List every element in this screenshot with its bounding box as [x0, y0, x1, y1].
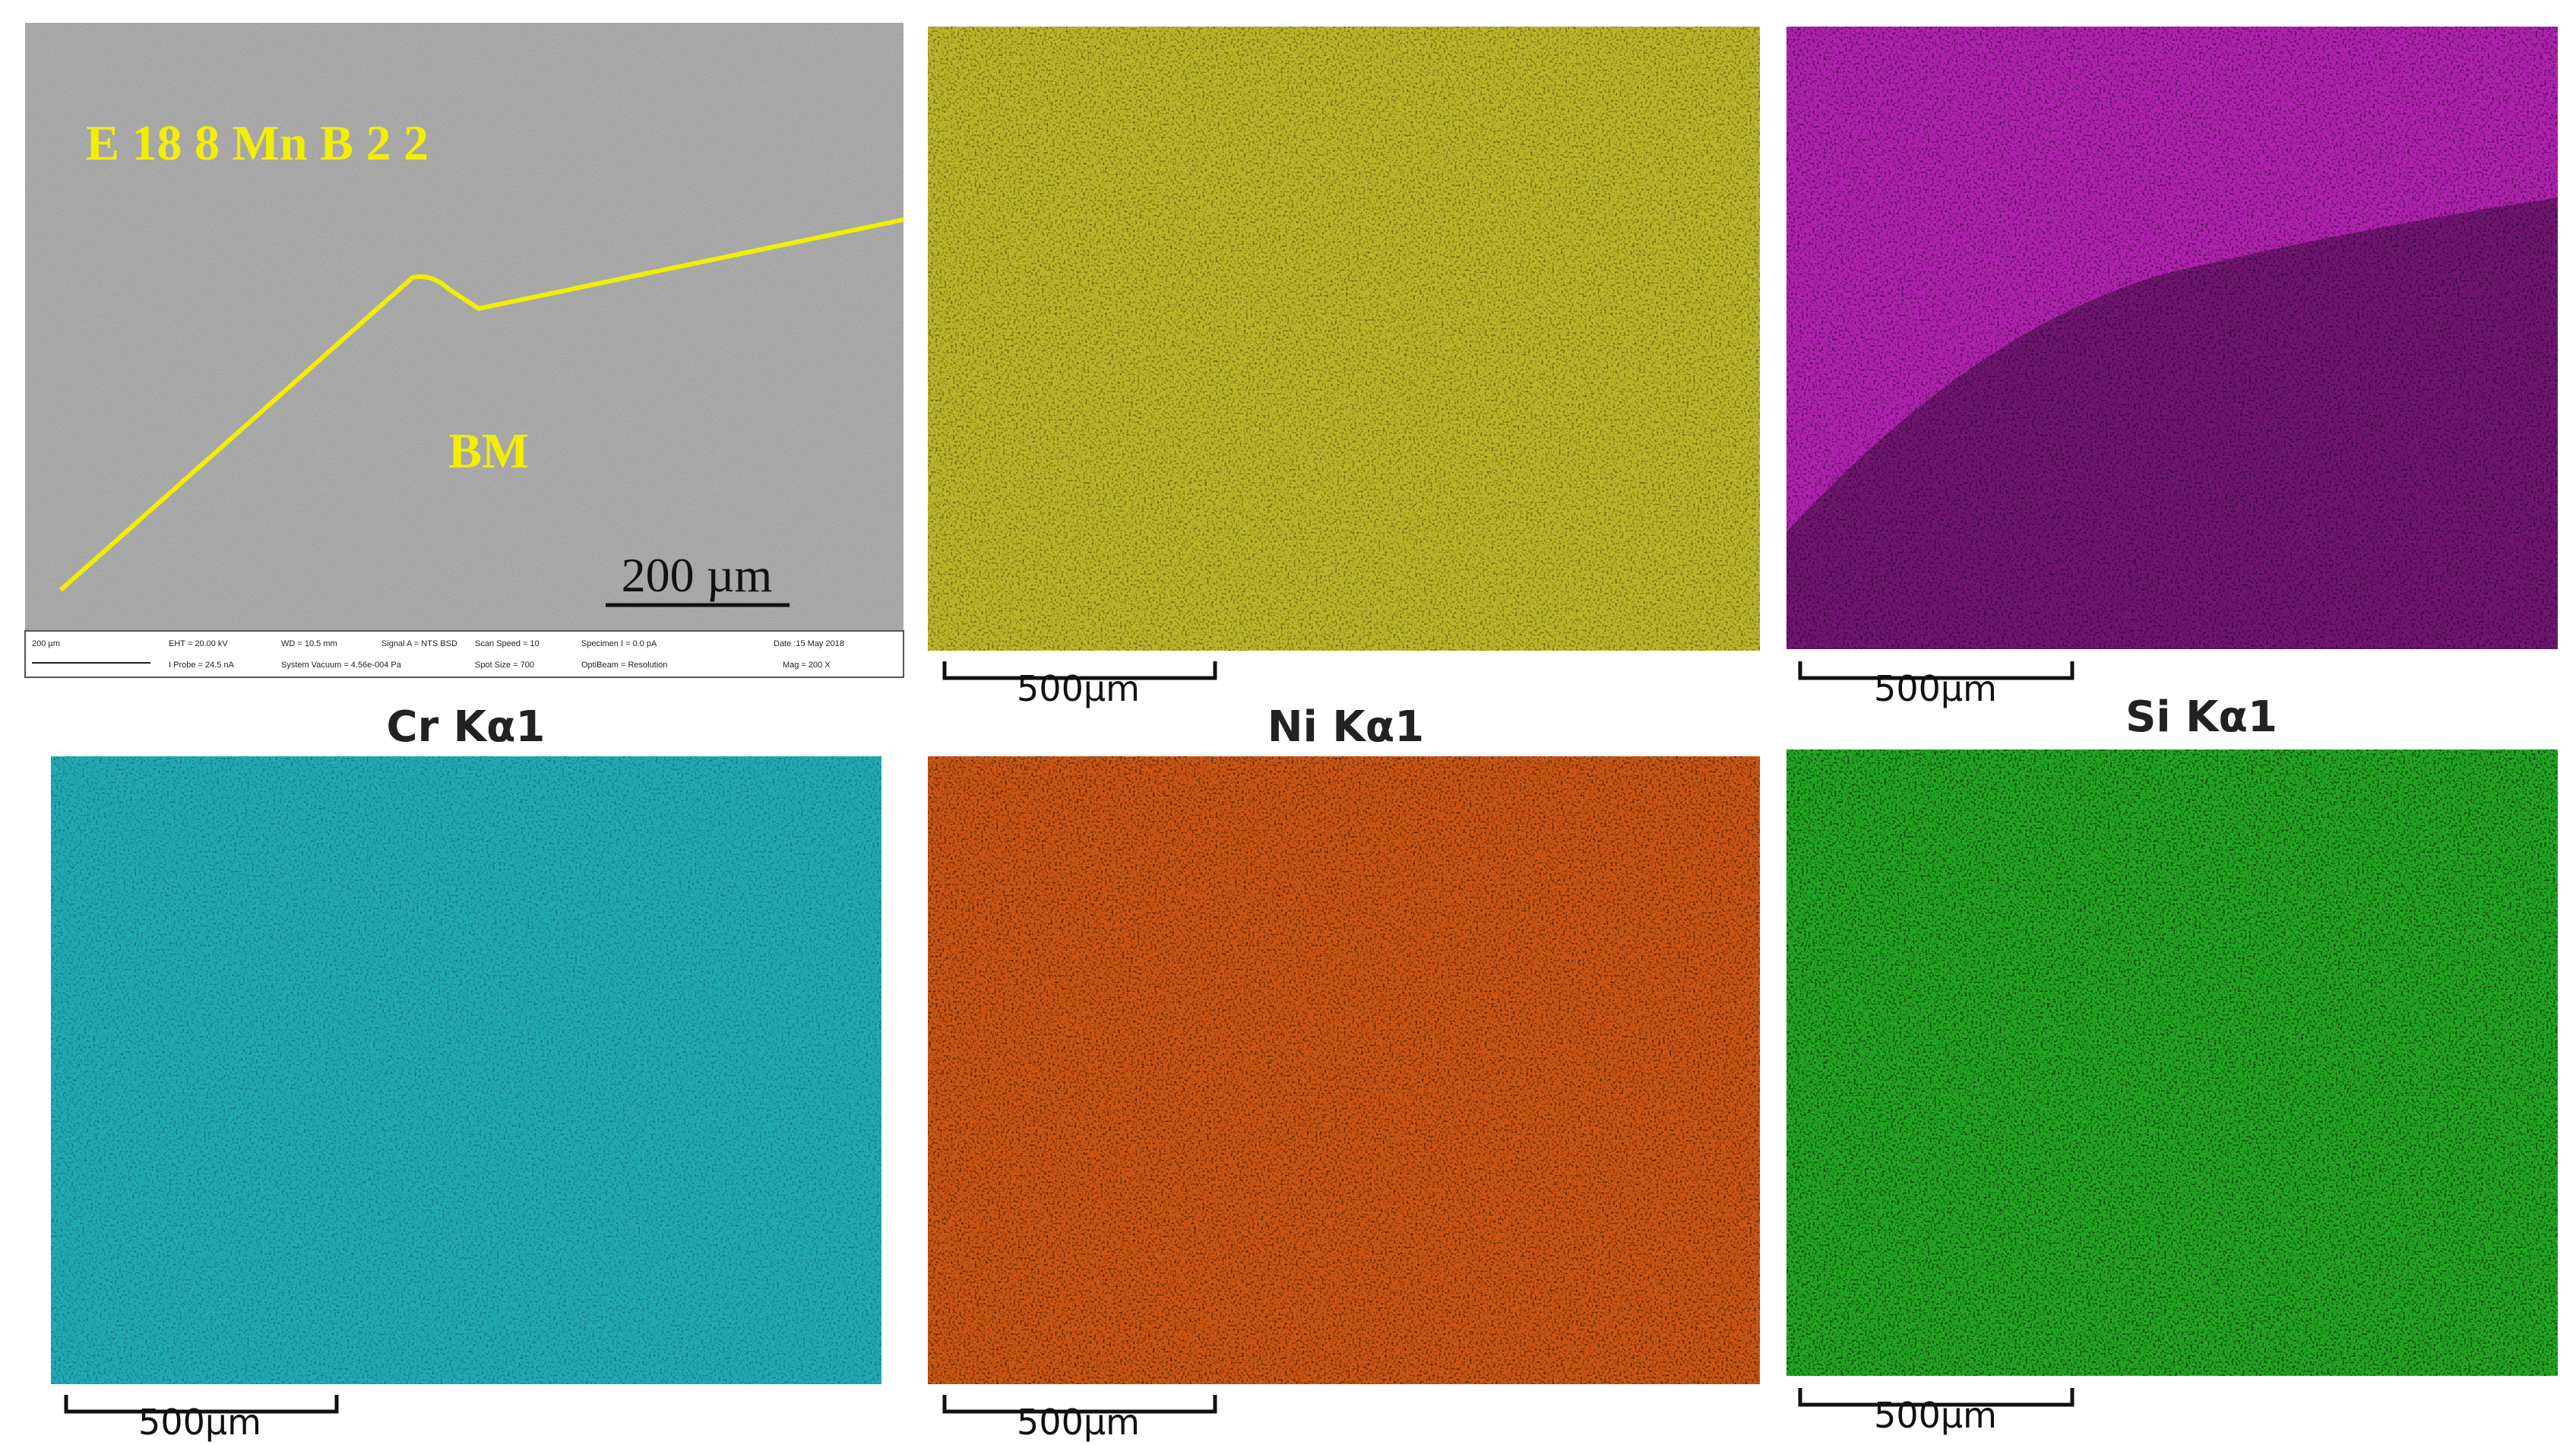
map-title: Cr Kα1: [386, 702, 545, 752]
region-label: BM: [448, 423, 529, 479]
map-texture: [928, 27, 1760, 651]
map-cyan: Cr Kα1 500µm: [51, 702, 881, 1443]
sem-texture: [25, 23, 903, 631]
scale-label: 500µm: [138, 1402, 261, 1443]
sem-scale-label: 200 µm: [622, 548, 773, 602]
info-text: 200 µm: [32, 639, 60, 648]
scale-bar: [64, 1395, 339, 1414]
info-text: OptiBeam = Resolution: [581, 661, 667, 670]
map-texture: [51, 756, 881, 1384]
info-text: EHT = 20.00 kV: [169, 639, 228, 648]
scale-label: 500µm: [1017, 1402, 1140, 1443]
info-strip: [24, 630, 904, 678]
map-yellow: 500µm: [928, 27, 1760, 709]
info-text: Spot Size = 700: [475, 661, 534, 670]
info-text: Scan Speed = 10: [475, 639, 540, 648]
map-texture: [1786, 749, 2558, 1376]
sem-panel: E 18 8 Mn B 2 2 BM 200 µm 200 µm EHT = 2…: [24, 23, 904, 678]
info-text: WD = 10.5 mm: [281, 639, 337, 648]
info-text: Mag = 200 X: [783, 661, 831, 670]
map-texture: [928, 756, 1760, 1384]
scale-label: 500µm: [1017, 668, 1140, 709]
info-text: System Vacuum = 4.56e-004 Pa: [281, 661, 402, 670]
map-title: Ni Kα1: [1267, 702, 1424, 752]
map-texture: [1786, 27, 2558, 649]
alloy-label: E 18 8 Mn B 2 2: [86, 116, 429, 171]
scale-label: 500µm: [1874, 668, 1997, 709]
map-magenta: 500µm: [1786, 27, 2558, 709]
scale-bar: [942, 1395, 1217, 1414]
scale-bar: [1798, 661, 2074, 680]
scale-bar: [942, 661, 1217, 680]
info-text: I Probe = 24.5 nA: [169, 661, 235, 670]
map-title: Si Kα1: [2125, 692, 2277, 742]
fusion-line: [59, 217, 904, 592]
info-text: Date :15 May 2018: [774, 639, 844, 648]
info-text: Signal A = NTS BSD: [381, 639, 457, 648]
map-orange: Ni Kα1 500µm: [928, 702, 1760, 1443]
scale-label: 500µm: [1874, 1395, 1997, 1436]
scale-bar: [1798, 1388, 2074, 1407]
info-text: Specimen I = 0.0 pA: [581, 639, 657, 648]
map-green: Si Kα1 500µm: [1786, 692, 2558, 1436]
